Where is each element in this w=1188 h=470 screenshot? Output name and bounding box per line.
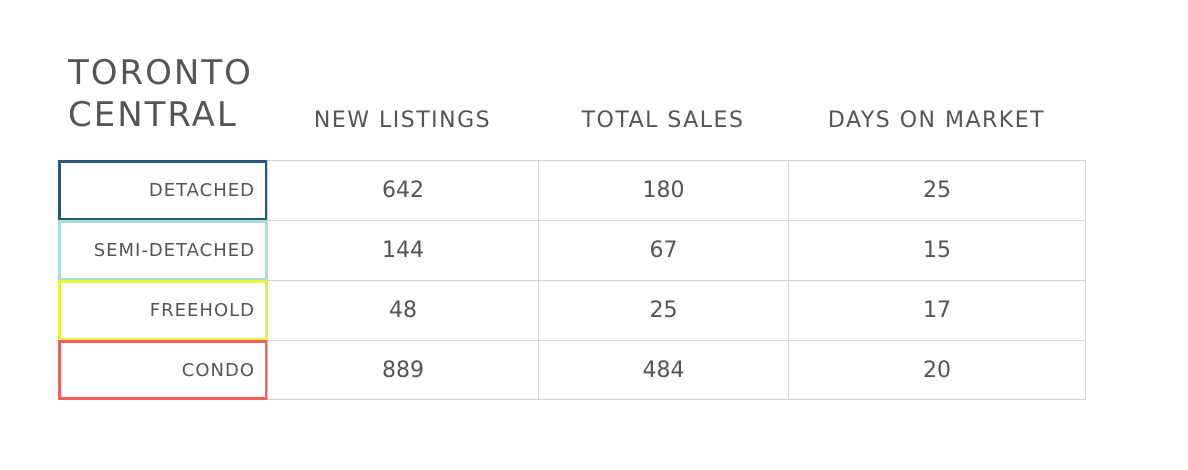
value-cell: 67 xyxy=(538,220,789,281)
column-header: TOTAL SALES xyxy=(581,108,745,133)
value-cell: 180 xyxy=(538,160,789,221)
title: TORONTO CENTRAL xyxy=(68,53,253,135)
row-label: DETACHED xyxy=(58,160,268,221)
value-cell: 642 xyxy=(267,160,539,221)
value-cell: 15 xyxy=(788,220,1086,281)
row-label: FREEHOLD xyxy=(58,280,268,341)
column-header: DAYS ON MARKET xyxy=(827,108,1046,133)
value-cell: 48 xyxy=(267,280,539,341)
value-cell: 25 xyxy=(538,280,789,341)
row-label: SEMI-DETACHED xyxy=(58,220,268,281)
value-cell: 484 xyxy=(538,340,789,400)
value-cell: 889 xyxy=(267,340,539,400)
value-cell: 17 xyxy=(788,280,1086,341)
value-cell: 20 xyxy=(788,340,1086,400)
row-label: CONDO xyxy=(58,340,268,400)
column-header: NEW LISTINGS xyxy=(313,108,492,133)
value-cell: 144 xyxy=(267,220,539,281)
value-cell: 25 xyxy=(788,160,1086,221)
